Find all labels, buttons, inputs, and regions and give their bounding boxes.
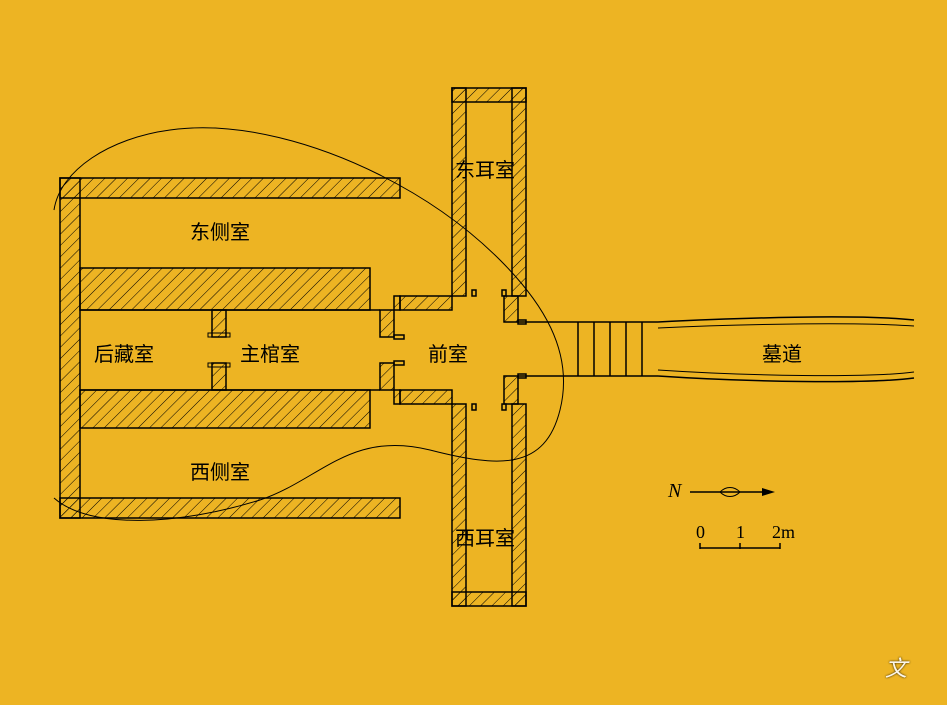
label-rear-store: 后藏室	[94, 338, 154, 367]
label-passage: 墓道	[762, 338, 802, 367]
scale-tick-2: 2m	[772, 522, 795, 543]
label-east-side: 东侧室	[190, 216, 250, 245]
label-front-room: 前室	[428, 338, 468, 367]
label-west-side: 西侧室	[190, 456, 250, 485]
compass-n: N	[668, 480, 681, 503]
watermark: 文	[885, 651, 907, 683]
label-east-ear: 东耳室	[455, 154, 515, 183]
label-west-ear: 西耳室	[455, 522, 515, 551]
label-main-coffin: 主棺室	[240, 338, 300, 367]
scale-tick-0: 0	[696, 522, 705, 543]
scale-tick-1: 1	[736, 522, 745, 543]
